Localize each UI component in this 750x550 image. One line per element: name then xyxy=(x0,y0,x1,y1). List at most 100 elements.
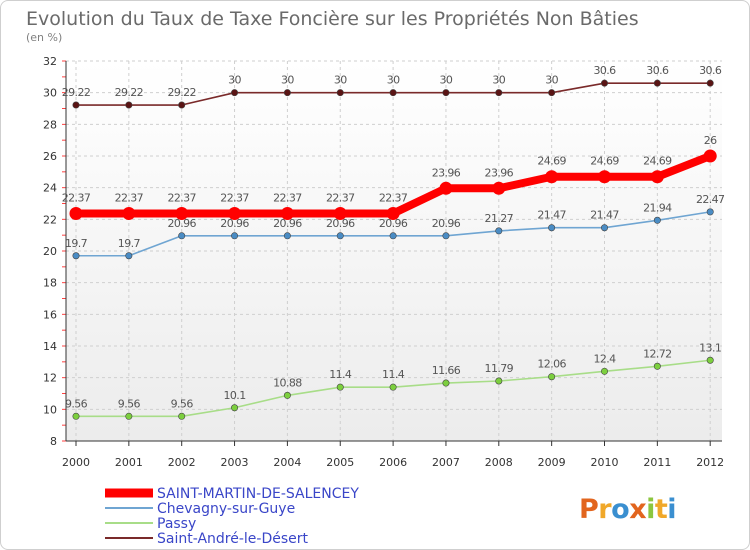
legend-item-saint-martin-de-salencey: SAINT-MARTIN-DE-SALENCEY xyxy=(105,486,359,502)
data-point xyxy=(598,170,611,184)
data-label: 20.96 xyxy=(220,217,249,230)
x-tick-label: 2000 xyxy=(62,456,90,469)
y-tick-label: 22 xyxy=(43,213,57,226)
data-label: 30.6 xyxy=(699,64,722,77)
data-label: 24.69 xyxy=(537,155,566,168)
data-label: 11.4 xyxy=(329,368,352,381)
legend-label: Passy xyxy=(157,516,196,532)
x-tick-label: 2012 xyxy=(696,456,724,469)
data-point xyxy=(703,149,717,163)
legend-item-chevagny-sur-guye: Chevagny-sur-Guye xyxy=(105,501,295,517)
data-label: 24.69 xyxy=(643,155,672,168)
series-saint-martin-de-salencey xyxy=(69,149,717,220)
data-label: 23.96 xyxy=(485,166,514,179)
data-point xyxy=(386,206,400,220)
data-point xyxy=(548,89,556,97)
data-label: 29.22 xyxy=(167,86,196,99)
data-point xyxy=(175,206,189,220)
data-point xyxy=(333,206,347,220)
data-point xyxy=(122,206,136,220)
data-point xyxy=(125,101,133,109)
data-point xyxy=(231,89,239,97)
data-point xyxy=(442,89,450,97)
logo-letter: P xyxy=(579,494,598,525)
data-point xyxy=(548,224,556,232)
data-label: 9.56 xyxy=(65,397,88,410)
data-point xyxy=(283,232,291,240)
legend-item-saint-andre-le-desert: Saint-André-le-Désert xyxy=(105,531,309,547)
data-label: 10.88 xyxy=(273,376,302,389)
data-label: 30 xyxy=(387,74,400,87)
chart-subtitle: (en %) xyxy=(26,31,62,44)
legend-label: Saint-André-le-Désert xyxy=(157,531,309,547)
data-point xyxy=(178,101,186,109)
data-label: 12.4 xyxy=(593,352,616,365)
data-point xyxy=(600,224,608,232)
data-label: 22.37 xyxy=(220,191,249,204)
y-tick-label: 8 xyxy=(50,435,57,448)
data-label: 22.37 xyxy=(326,191,355,204)
chart-title: Evolution du Taux de Taxe Foncière sur l… xyxy=(26,8,639,30)
data-label: 29.22 xyxy=(115,86,144,99)
data-point xyxy=(492,181,506,195)
data-label: 30 xyxy=(281,74,294,87)
data-label: 22.37 xyxy=(62,191,91,204)
data-point xyxy=(650,170,664,184)
data-label: 11.79 xyxy=(485,362,514,375)
data-label: 19.7 xyxy=(65,237,88,250)
data-label: 22.37 xyxy=(167,191,196,204)
data-label: 22.47 xyxy=(696,193,725,206)
data-label: 11.4 xyxy=(382,368,405,381)
data-label: 11.66 xyxy=(432,364,461,377)
proxiti-logo: Proxiti xyxy=(579,494,676,525)
data-label: 22.37 xyxy=(379,191,408,204)
data-label: 12.72 xyxy=(643,347,672,360)
data-point xyxy=(336,383,344,391)
logo-letter: i xyxy=(646,494,655,525)
data-label: 21.47 xyxy=(537,209,566,222)
legend-label: SAINT-MARTIN-DE-SALENCEY xyxy=(157,486,359,502)
data-label: 29.22 xyxy=(62,86,91,99)
data-point xyxy=(653,216,661,224)
x-tick-label: 2010 xyxy=(591,456,619,469)
data-label: 21.47 xyxy=(590,209,619,222)
data-point xyxy=(495,89,503,97)
logo-letter: r xyxy=(598,494,612,525)
x-tick-label: 2005 xyxy=(326,456,354,469)
data-label: 21.27 xyxy=(485,212,514,225)
data-label: 30.6 xyxy=(593,64,616,77)
data-label: 20.96 xyxy=(273,217,302,230)
x-tick-label: 2006 xyxy=(379,456,407,469)
data-label: 22.37 xyxy=(273,191,302,204)
data-point xyxy=(72,101,80,109)
data-label: 30.6 xyxy=(646,64,669,77)
x-tick-label: 2011 xyxy=(643,456,671,469)
data-point xyxy=(653,362,661,370)
y-tick-label: 18 xyxy=(43,277,57,290)
data-point xyxy=(706,79,714,87)
data-label: 9.56 xyxy=(171,397,194,410)
data-point xyxy=(178,412,186,420)
y-tick-label: 10 xyxy=(43,403,57,416)
x-tick-label: 2009 xyxy=(538,456,566,469)
data-point xyxy=(600,367,608,375)
logo-letter: o xyxy=(611,494,629,525)
y-tick-label: 20 xyxy=(43,245,57,258)
series-chevagny-sur-guye xyxy=(72,208,714,260)
data-point xyxy=(336,232,344,240)
y-tick-label: 28 xyxy=(43,118,57,131)
data-point xyxy=(231,404,239,412)
data-point xyxy=(178,232,186,240)
data-point xyxy=(69,206,83,220)
data-point xyxy=(545,170,559,184)
logo-letter: i xyxy=(667,494,676,525)
data-label: 20.96 xyxy=(379,217,408,230)
data-point xyxy=(231,232,239,240)
data-point xyxy=(495,227,503,235)
data-point xyxy=(283,89,291,97)
data-label: 20.96 xyxy=(167,217,196,230)
data-point xyxy=(389,232,397,240)
data-point xyxy=(442,379,450,387)
data-point xyxy=(280,206,294,220)
